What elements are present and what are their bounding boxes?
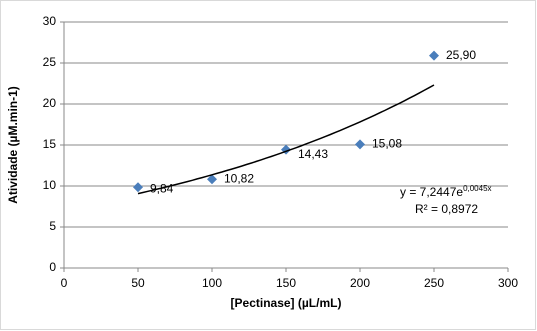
trendline: [137, 84, 435, 195]
x-tick-label: 250: [424, 276, 444, 290]
x-tick-label: 150: [276, 276, 296, 290]
x-tick-label: 50: [131, 276, 145, 290]
data-label: 14,43: [298, 147, 328, 161]
data-label: 15,08: [372, 137, 402, 151]
data-point: [133, 182, 143, 193]
y-tick-label: 20: [43, 96, 57, 110]
y-tick-label: 25: [43, 55, 57, 69]
x-axis-title: [Pectinase] (µL/mL): [231, 296, 342, 310]
y-tick-label: 5: [49, 219, 56, 233]
x-tick-label: 100: [202, 276, 222, 290]
equation-exponent: 0,0045x: [463, 184, 491, 193]
data-point: [207, 174, 217, 185]
y-tick-label: 15: [43, 137, 57, 151]
data-point: [355, 139, 365, 150]
trendline-equation: y = 7,2447e0,0045x: [400, 184, 492, 199]
data-label: 25,90: [446, 48, 476, 62]
x-tick-label: 0: [61, 276, 68, 290]
y-tick-label: 30: [43, 14, 57, 28]
y-axis-title: Atividade (µM.min-1): [6, 86, 20, 204]
x-tick-label: 200: [350, 276, 370, 290]
data-point: [429, 50, 439, 61]
y-tick-label: 10: [43, 178, 57, 192]
y-tick-label: 0: [49, 260, 56, 274]
data-label: 10,82: [224, 171, 254, 185]
equation-base: y = 7,2447e: [400, 185, 463, 199]
r-squared: R² = 0,8972: [415, 202, 478, 216]
x-tick-label: 300: [498, 276, 518, 290]
